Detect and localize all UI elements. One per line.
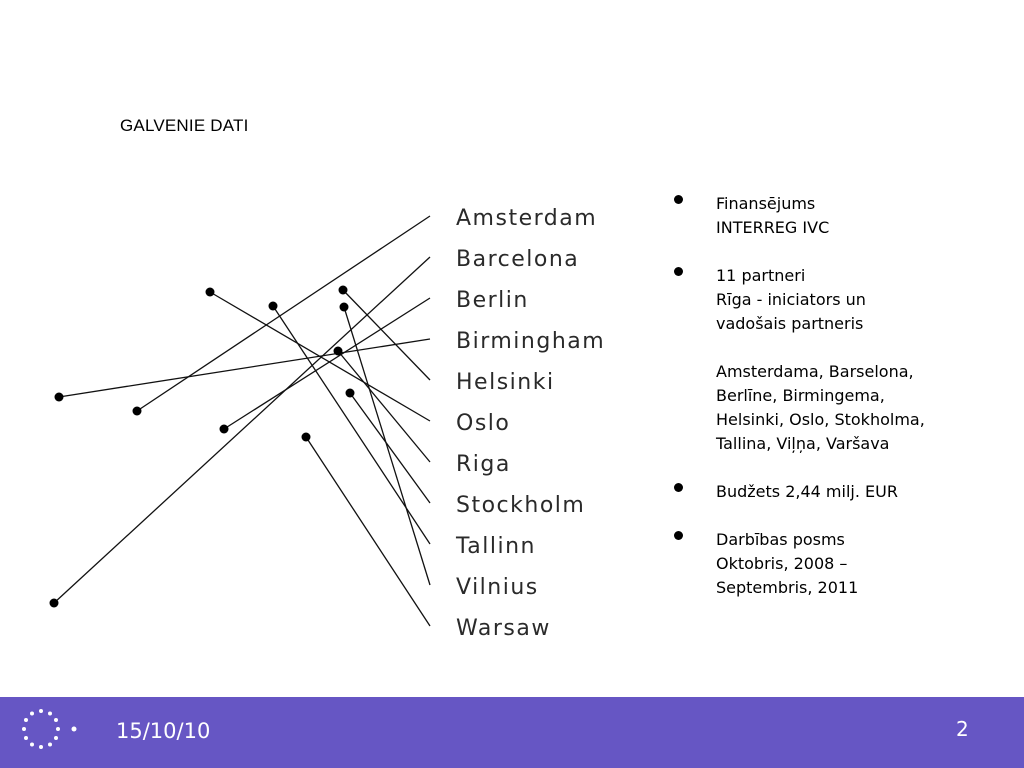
connector-line-birmingham bbox=[58, 338, 431, 398]
connector-line-tallinn bbox=[272, 305, 431, 545]
city-label-birmingham: Birmingham bbox=[456, 329, 605, 354]
connector-dot-berlin bbox=[219, 424, 229, 434]
city-connection-diagram: Amsterdam Barcelona Berlin Birmingham He… bbox=[49, 206, 605, 641]
city-label-oslo: Oslo bbox=[456, 411, 510, 436]
bullet-budget: Budžets 2,44 milj. EUR bbox=[716, 482, 898, 501]
page-number: 2 bbox=[956, 717, 969, 741]
city-label-riga: Riga bbox=[456, 452, 511, 477]
city-label-helsinki: Helsinki bbox=[456, 370, 555, 395]
bullet-dot bbox=[674, 483, 683, 492]
connector-line-warsaw bbox=[305, 436, 431, 627]
bullet-funding-line2: INTERREG IVC bbox=[716, 218, 830, 237]
footer-bar: 15/10/10 2 bbox=[0, 697, 1024, 768]
city-label-vilnius: Vilnius bbox=[456, 575, 539, 600]
city-label-berlin: Berlin bbox=[456, 288, 529, 313]
connector-dot-stockholm bbox=[345, 388, 355, 398]
city-label-warsaw: Warsaw bbox=[456, 616, 551, 641]
bullet-partners-line3: vadošais partneris bbox=[716, 314, 864, 333]
connector-dot-amsterdam bbox=[132, 406, 142, 416]
connector-line-helsinki bbox=[342, 289, 431, 381]
partner-cities-line4: Tallina, Viļņa, Varšava bbox=[716, 434, 890, 453]
city-labels: Amsterdam Barcelona Berlin Birmingham He… bbox=[455, 206, 605, 641]
bullet-dot bbox=[674, 267, 683, 276]
connector-dot-oslo bbox=[205, 287, 215, 297]
bullet-period-line1: Darbības posms bbox=[716, 530, 845, 549]
connector-lines bbox=[53, 215, 431, 627]
connector-dot-barcelona bbox=[49, 598, 59, 608]
city-label-tallinn: Tallinn bbox=[455, 534, 536, 559]
partner-cities-line2: Berlīne, Birmingema, bbox=[716, 386, 885, 405]
city-label-amsterdam: Amsterdam bbox=[456, 206, 597, 231]
bullet-partners-line1: 11 partneri bbox=[716, 266, 806, 285]
connector-line-oslo bbox=[209, 291, 431, 422]
bullet-dot bbox=[674, 531, 683, 540]
bullet-period-line2: Oktobris, 2008 – bbox=[716, 554, 848, 573]
connector-dot-helsinki bbox=[338, 285, 348, 295]
connector-dots bbox=[49, 285, 355, 608]
city-label-stockholm: Stockholm bbox=[456, 493, 585, 518]
connector-line-amsterdam bbox=[136, 215, 431, 412]
connector-line-barcelona bbox=[53, 256, 431, 604]
partner-cities-line3: Helsinki, Oslo, Stokholma, bbox=[716, 410, 925, 429]
bullet-partners-line2: Rīga - iniciators un bbox=[716, 290, 866, 309]
connector-line-stockholm bbox=[349, 392, 431, 504]
connector-line-vilnius bbox=[343, 306, 431, 586]
connector-line-berlin bbox=[223, 297, 431, 430]
connector-dot-riga bbox=[333, 346, 343, 356]
connector-dot-tallinn bbox=[268, 301, 278, 311]
footer-date: 15/10/10 bbox=[116, 719, 211, 743]
connector-dot-vilnius bbox=[339, 302, 349, 312]
partner-cities-line1: Amsterdama, Barselona, bbox=[716, 362, 914, 381]
connector-dot-birmingham bbox=[54, 392, 64, 402]
bullet-dot bbox=[674, 195, 683, 204]
eu-stars-icon bbox=[22, 709, 77, 749]
bullet-period-line3: Septembris, 2011 bbox=[716, 578, 859, 597]
slide-title: GALVENIE DATI bbox=[120, 116, 249, 135]
bullet-funding-line1: Finansējums bbox=[716, 194, 816, 213]
connector-dot-warsaw bbox=[301, 432, 311, 442]
city-label-barcelona: Barcelona bbox=[456, 247, 579, 272]
connector-line-riga bbox=[337, 350, 431, 463]
